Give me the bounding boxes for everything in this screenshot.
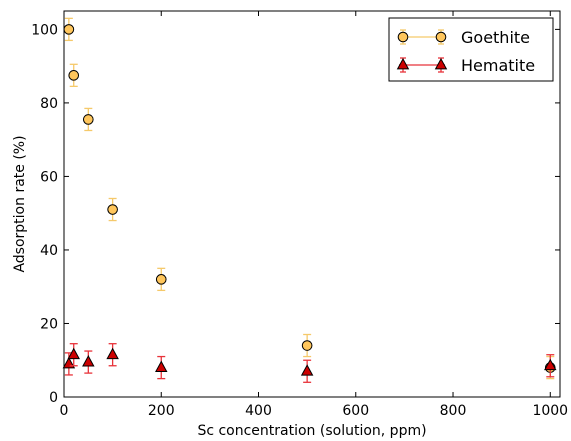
data-point-circle: [68, 70, 80, 81]
data-point-triangle: [544, 358, 557, 371]
y-tick-label: 20: [40, 316, 58, 332]
legend-marker: [434, 57, 448, 70]
legend-marker: [435, 31, 447, 43]
x-axis-label: Sc concentration (solution, ppm): [197, 423, 426, 439]
data-point-circle: [63, 24, 75, 35]
y-tick-label: 80: [40, 96, 58, 112]
data-point-triangle: [67, 347, 80, 360]
x-tick-label: 200: [148, 403, 175, 419]
y-axis-label: Adsorption rate (%): [12, 135, 28, 272]
data-point-circle: [155, 274, 167, 285]
data-point-circle: [83, 114, 94, 125]
legend-entry: Hematite: [396, 56, 535, 75]
legend-marker: [397, 31, 409, 43]
y-tick-label: 0: [49, 390, 58, 406]
data-point-triangle: [300, 364, 314, 376]
axes: 0 200 400 600 800 1000 0 20 40 60 80 100 Sc concentr…: [12, 10, 568, 439]
series-hematite: [62, 343, 557, 383]
plot-frame: [63, 10, 561, 398]
data-point-circle: [301, 340, 313, 351]
data-point-triangle: [155, 360, 168, 372]
y-tick-label: 40: [40, 243, 58, 259]
legend-marker: [396, 57, 410, 70]
data-layer: [62, 17, 557, 383]
x-tick-label: 800: [440, 403, 467, 419]
legend-box: [388, 17, 554, 82]
legend-entry: Goethite: [397, 28, 530, 47]
x-tick-label: 600: [342, 403, 369, 419]
y-tick-label: 60: [40, 169, 58, 185]
data-point-circle: [107, 204, 118, 215]
legend-label: Goethite: [461, 28, 530, 47]
x-tick-label: 0: [60, 403, 69, 419]
legend: Goethite Hematite: [388, 17, 554, 82]
x-tick-label: 400: [245, 403, 272, 419]
series-goethite: [63, 17, 556, 380]
data-point-triangle: [82, 355, 95, 367]
data-point-triangle: [106, 347, 119, 360]
y-tick-label: 100: [31, 22, 58, 38]
x-tick-label: 1000: [532, 403, 568, 419]
legend-label: Hematite: [461, 56, 535, 75]
